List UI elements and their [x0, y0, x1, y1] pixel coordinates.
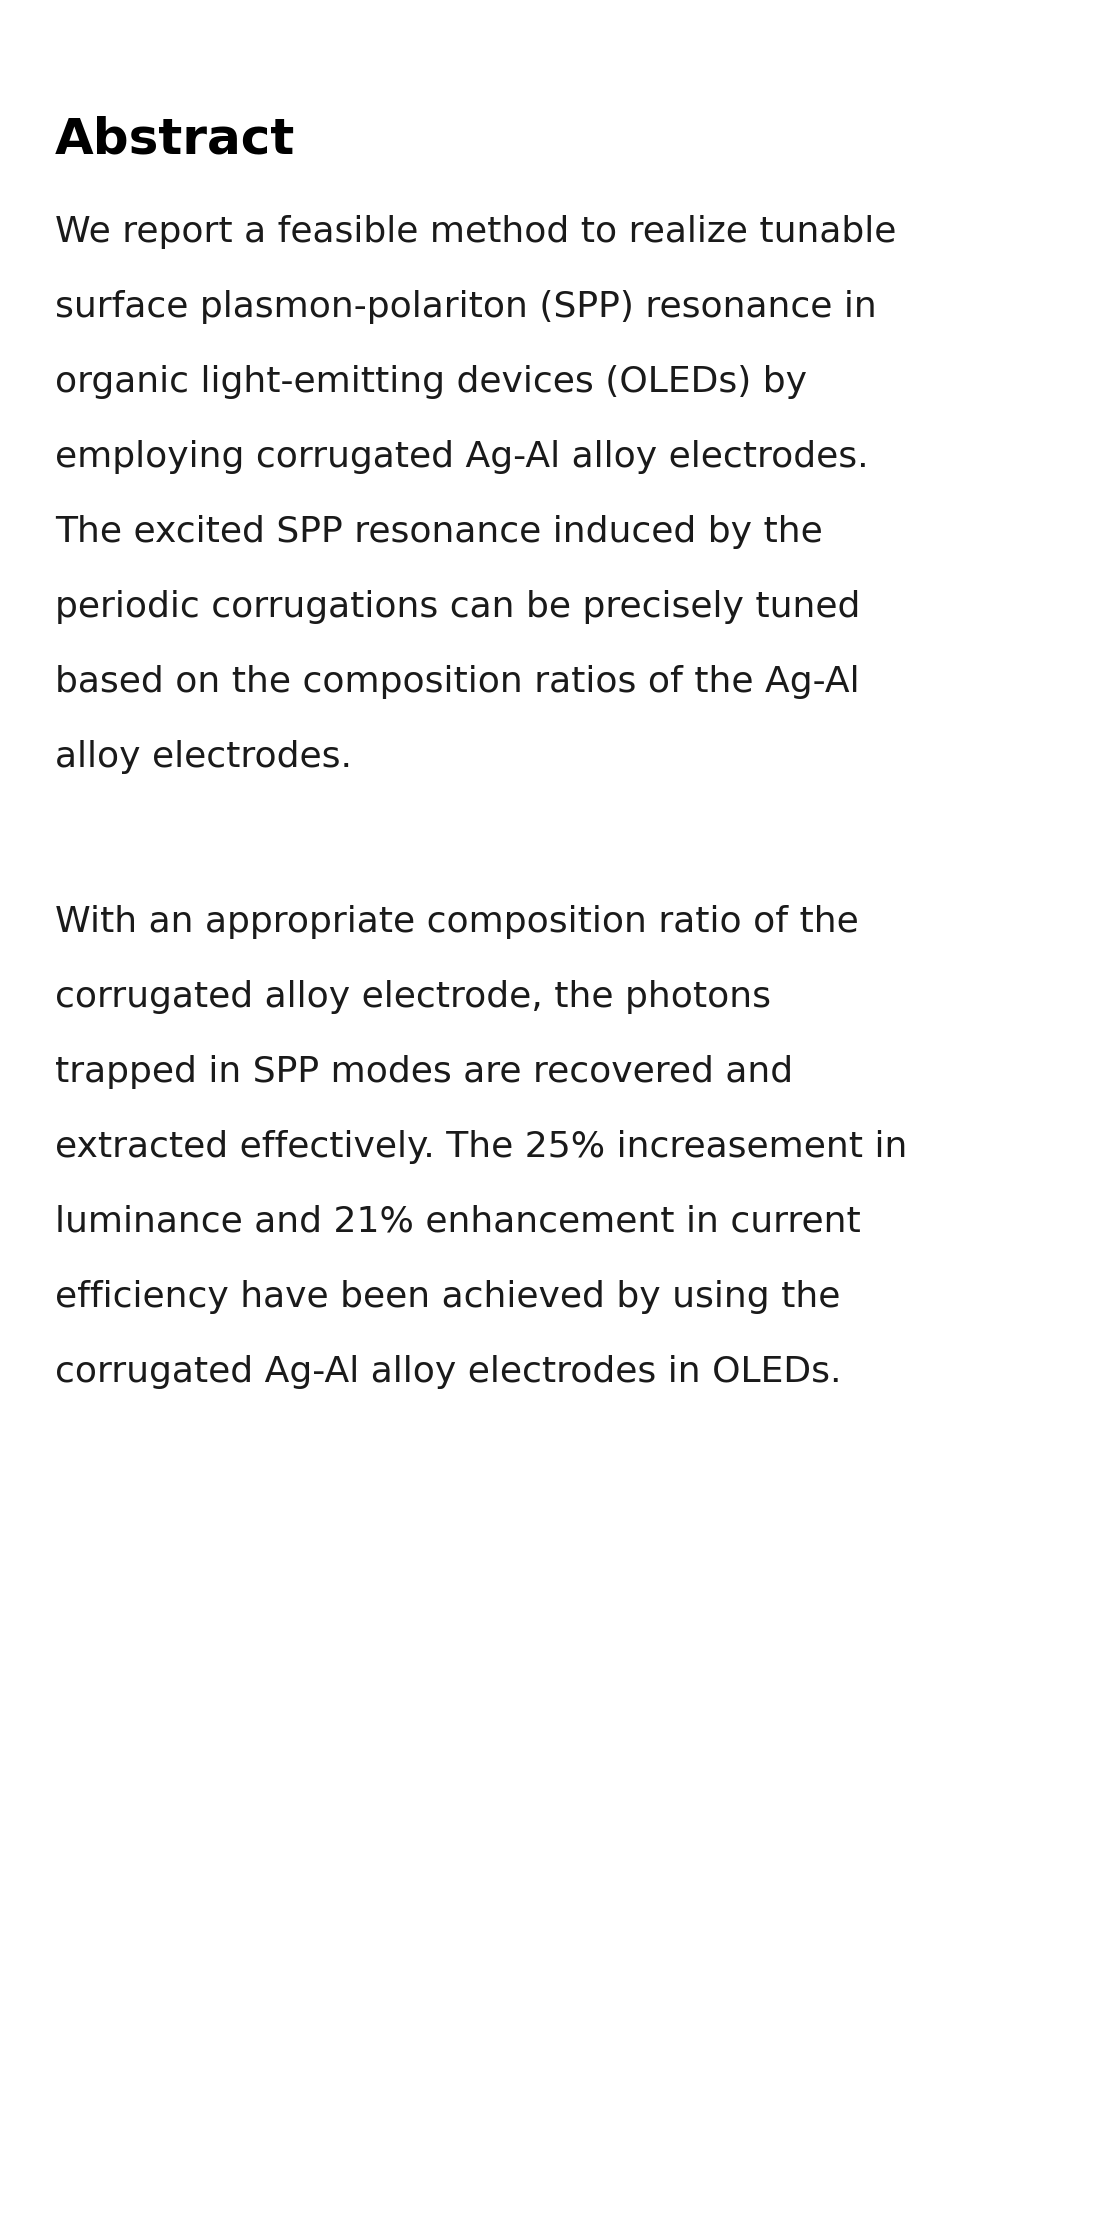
Text: extracted effectively. The 25% increasement in: extracted effectively. The 25% increasem… — [55, 1130, 907, 1164]
Text: alloy electrodes.: alloy electrodes. — [55, 741, 352, 774]
Text: periodic corrugations can be precisely tuned: periodic corrugations can be precisely t… — [55, 591, 860, 624]
Text: surface plasmon-polariton (SPP) resonance in: surface plasmon-polariton (SPP) resonanc… — [55, 291, 877, 325]
Text: luminance and 21% enhancement in current: luminance and 21% enhancement in current — [55, 1204, 861, 1240]
Text: employing corrugated Ag-Al alloy electrodes.: employing corrugated Ag-Al alloy electro… — [55, 441, 869, 474]
Text: organic light-emitting devices (OLEDs) by: organic light-emitting devices (OLEDs) b… — [55, 365, 806, 398]
Text: corrugated alloy electrode, the photons: corrugated alloy electrode, the photons — [55, 980, 771, 1014]
Text: efficiency have been achieved by using the: efficiency have been achieved by using t… — [55, 1280, 840, 1314]
Text: With an appropriate composition ratio of the: With an appropriate composition ratio of… — [55, 904, 859, 940]
Text: Abstract: Abstract — [55, 114, 295, 163]
Text: The excited SPP resonance induced by the: The excited SPP resonance induced by the — [55, 515, 823, 548]
Text: We report a feasible method to realize tunable: We report a feasible method to realize t… — [55, 215, 896, 248]
Text: corrugated Ag-Al alloy electrodes in OLEDs.: corrugated Ag-Al alloy electrodes in OLE… — [55, 1354, 841, 1390]
Text: trapped in SPP modes are recovered and: trapped in SPP modes are recovered and — [55, 1054, 793, 1090]
Text: based on the composition ratios of the Ag-Al: based on the composition ratios of the A… — [55, 665, 860, 698]
